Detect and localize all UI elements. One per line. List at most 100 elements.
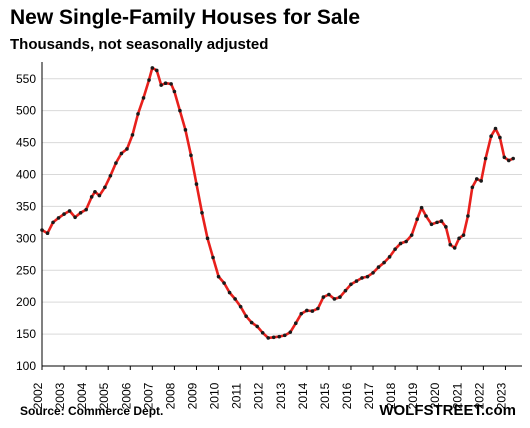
- data-point: [216, 274, 221, 279]
- data-point: [51, 220, 55, 225]
- data-point: [159, 83, 163, 87]
- data-point: [349, 282, 353, 287]
- data-point: [310, 309, 315, 313]
- data-point: [103, 185, 107, 190]
- data-point: [93, 189, 97, 194]
- data-point: [40, 228, 44, 232]
- data-point: [343, 288, 348, 293]
- y-tick-label: 500: [16, 104, 36, 118]
- data-point: [84, 207, 88, 212]
- x-tick-label: 2004: [75, 382, 89, 409]
- data-point: [222, 281, 226, 285]
- data-point: [429, 222, 434, 227]
- data-point: [249, 320, 254, 325]
- x-tick-label: 2018: [384, 382, 398, 409]
- data-point: [108, 173, 113, 178]
- x-tick-label: 2014: [296, 382, 310, 409]
- data-point: [483, 156, 488, 161]
- data-point: [489, 134, 493, 139]
- axes: [41, 62, 522, 370]
- data-point: [114, 161, 118, 165]
- data-point: [448, 242, 453, 247]
- data-point: [89, 195, 94, 199]
- y-tick-label: 300: [16, 231, 36, 245]
- data-point: [183, 128, 188, 132]
- chart-title: New Single-Family Houses for Sale: [10, 6, 361, 29]
- data-point: [141, 96, 146, 100]
- data-point: [393, 247, 397, 251]
- data-point: [419, 205, 424, 210]
- y-tick-label: 350: [16, 199, 36, 213]
- data-point: [415, 217, 419, 221]
- data-point: [409, 233, 414, 237]
- data-point: [260, 331, 265, 335]
- data-point: [189, 153, 193, 158]
- data-point: [479, 179, 483, 183]
- data-point: [169, 82, 173, 86]
- data-point: [211, 255, 215, 260]
- data-point: [365, 274, 370, 279]
- series-markers: [40, 66, 515, 340]
- data-point: [327, 292, 331, 297]
- x-tick-label: 2017: [362, 382, 376, 409]
- data-point: [424, 214, 428, 218]
- data-point: [332, 297, 337, 301]
- data-point: [150, 66, 155, 70]
- data-point: [56, 216, 61, 220]
- data-point: [205, 236, 210, 241]
- data-point: [200, 211, 204, 215]
- x-tick-label: 2019: [406, 382, 420, 409]
- x-tick-label: 2021: [450, 382, 464, 409]
- data-point: [119, 151, 124, 156]
- y-tick-label: 450: [16, 136, 36, 150]
- data-point: [233, 297, 237, 301]
- data-point: [474, 177, 479, 181]
- y-axis-labels: 100 150 200 250 300 350 400 450 500 550: [16, 72, 36, 373]
- x-tick-label: 2008: [163, 382, 177, 409]
- x-tick-label: 2006: [119, 382, 133, 409]
- data-point: [266, 336, 271, 340]
- x-tick-label: 2010: [208, 382, 222, 409]
- data-point: [321, 295, 326, 299]
- x-tick-label: 2012: [252, 382, 266, 409]
- x-tick-label: 2002: [31, 382, 45, 409]
- data-point: [62, 212, 66, 216]
- x-tick-label: 2013: [274, 382, 288, 409]
- data-point: [136, 112, 140, 116]
- data-point: [238, 304, 243, 309]
- data-point: [130, 133, 135, 137]
- data-point: [493, 126, 498, 131]
- data-point: [435, 220, 439, 225]
- data-point: [398, 241, 403, 246]
- data-point: [244, 314, 248, 319]
- data-point: [147, 78, 151, 82]
- data-point: [271, 335, 276, 340]
- data-point: [371, 271, 375, 275]
- x-tick-label: 2016: [340, 382, 354, 409]
- gridlines: [42, 78, 522, 335]
- x-tick-label: 2003: [53, 382, 67, 409]
- y-tick-label: 400: [16, 168, 36, 182]
- y-tick-label: 100: [16, 359, 36, 373]
- data-point: [293, 321, 298, 326]
- data-point: [498, 135, 502, 140]
- y-tick-label: 550: [16, 72, 36, 86]
- y-tick-label: 250: [16, 263, 36, 277]
- x-axis-labels: 2002 2003 2004 2005 2006 2007 2008 2009 2010 2011…: [31, 382, 508, 409]
- data-point: [178, 108, 182, 113]
- data-point: [288, 330, 293, 334]
- data-point: [299, 311, 304, 316]
- data-point: [444, 225, 448, 229]
- x-tick-label: 2005: [97, 382, 111, 409]
- data-point: [125, 147, 129, 151]
- series-path: [41, 66, 514, 340]
- data-point: [354, 279, 359, 283]
- x-tick-label: 2009: [185, 382, 199, 409]
- data-point: [466, 214, 470, 218]
- data-point: [382, 260, 386, 265]
- data-point: [316, 306, 320, 311]
- data-point: [73, 215, 77, 220]
- data-point: [360, 276, 364, 280]
- brand-label: WOLFSTREET.com: [379, 402, 516, 419]
